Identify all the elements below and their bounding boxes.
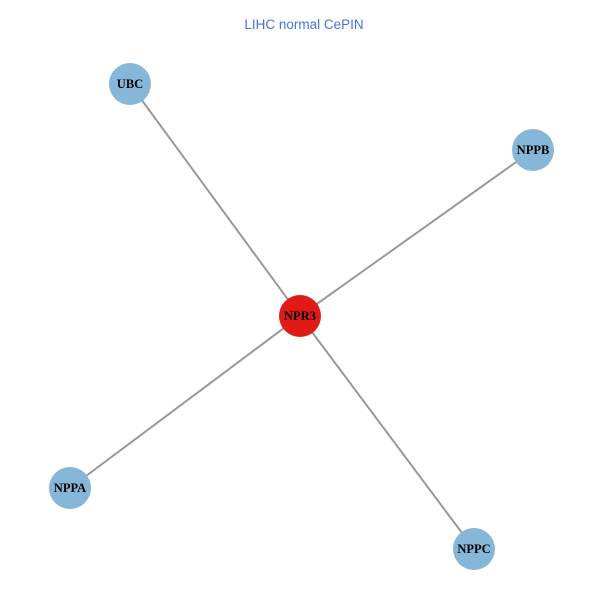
node-circle-npr3[interactable] xyxy=(279,295,321,337)
node-label-nppa: NPPA xyxy=(54,481,86,495)
node-label-nppc: NPPC xyxy=(457,542,490,556)
node-circle-ubc[interactable] xyxy=(109,63,151,105)
node-circle-nppb[interactable] xyxy=(512,129,554,171)
node-ubc[interactable]: UBC xyxy=(109,63,151,105)
node-label-ubc: UBC xyxy=(117,77,143,91)
node-npr3[interactable]: NPR3 xyxy=(279,295,321,337)
edges-layer xyxy=(69,83,534,550)
edge-npr3-nppa xyxy=(69,315,301,489)
node-circle-nppc[interactable] xyxy=(453,528,495,570)
node-nppc[interactable]: NPPC xyxy=(453,528,495,570)
edge-npr3-nppb xyxy=(299,149,534,317)
node-label-npr3: NPR3 xyxy=(284,309,316,323)
node-label-nppb: NPPB xyxy=(517,143,550,157)
node-nppb[interactable]: NPPB xyxy=(512,129,554,171)
node-circle-nppa[interactable] xyxy=(49,467,91,509)
nodes-layer: NPR3 UBC NPPB NPPA NPPC xyxy=(49,63,554,570)
edge-npr3-ubc xyxy=(129,83,301,317)
edge-npr3-nppc xyxy=(299,315,475,550)
page-title: LIHC normal CePIN xyxy=(244,17,363,32)
node-nppa[interactable]: NPPA xyxy=(49,467,91,509)
